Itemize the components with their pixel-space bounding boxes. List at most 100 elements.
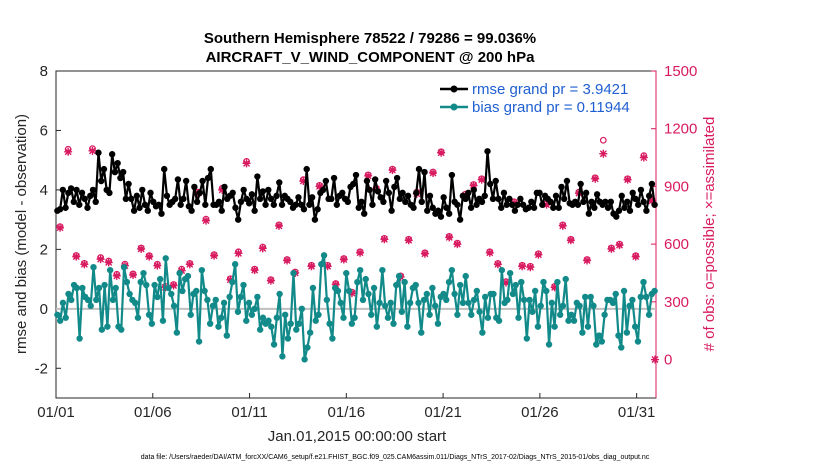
bias-point [540,278,547,286]
bias-point [459,299,467,307]
rmse-point [506,195,513,203]
bias-point [534,323,542,330]
rmse-point [161,165,168,173]
bias-point [59,299,67,307]
obs-assimilated-point [502,278,510,287]
bias-point [209,302,217,310]
bias-point [201,287,208,295]
bias-point [579,329,586,336]
rmse-point [582,189,590,197]
bias-point [162,255,169,262]
rmse-point [144,207,151,214]
bias-point [484,314,492,321]
rmse-point [59,186,67,194]
rmse-point [199,177,206,185]
rmse-point [191,183,198,191]
rmse-point [273,192,280,200]
bias-point [126,290,133,298]
data-file-footer: data file: /Users/raeder/DAI/ATM_forcXX/… [141,454,650,461]
bias-point [118,326,125,333]
bias-point [381,302,389,310]
bias-point [626,302,633,310]
obs-assimilated-point [380,235,389,244]
rmse-point [339,189,346,197]
rmse-point [270,201,278,208]
bias-point [406,299,414,307]
bias-point [423,290,431,298]
rmse-point [259,188,267,195]
right-axis: 0 300 600 900 1200 1500 [651,63,697,398]
bias-point [123,278,131,286]
bias-point [351,314,358,321]
bias-point [309,284,317,292]
obs-assimilated-point [356,248,365,257]
bias-point [398,308,406,315]
rmse-point [454,201,461,208]
bias-point [562,275,569,283]
rmse-point [489,195,497,203]
obs-assimilated-point [647,196,656,205]
obs-assimilated-point [639,153,648,162]
rmse-point [308,194,316,201]
bias-point [618,344,625,351]
bias-point [537,302,544,310]
bias-point [481,293,489,301]
obs-assimilated-point [72,252,81,261]
obs-assimilated-point [202,216,210,225]
rmse-point [588,198,595,205]
rmse-point [467,204,475,211]
bias-point [548,299,556,307]
chart-title-line-1: Southern Hemisphere 78522 / 79286 = 99.0… [204,30,536,47]
bias-point [601,311,608,318]
obs-assimilated-point [542,200,551,209]
rmse-point [229,189,236,197]
obs-assimilated-point [210,251,219,260]
legend: rmse grand pr = 3.9421 bias grand pr = 0… [434,78,644,122]
bias-point [156,275,164,283]
obs-assimilated-point [631,252,640,261]
rmse-point [424,207,431,214]
obs-assimilated-point [315,182,324,191]
rmse-point [193,198,201,205]
obs-assimilated-point [558,221,567,230]
rmse-point [470,186,478,194]
bias-point [170,302,178,310]
bias-point [470,296,478,304]
rmse-point [382,177,390,185]
bias-point [98,326,106,333]
bias-point [498,266,506,274]
bias-point [415,299,422,307]
rmse-point [163,192,171,200]
bias-point [318,261,325,268]
bias-point [362,275,369,283]
bias-point [301,356,308,363]
rmse-point [402,198,409,205]
bias-point [429,284,436,292]
obs-assimilated-point [242,159,251,168]
bias-point [443,296,450,304]
legend-bias-label: bias grand pr = 0.11944 [472,99,630,116]
rmse-point [95,149,102,156]
bias-point [334,287,342,295]
bias-point [256,326,264,333]
bias-point [134,314,142,321]
bias-point [140,269,147,277]
left-axis: -2 0 2 4 6 8 [35,63,61,377]
obs-assimilated-point [518,262,527,271]
bias-point [373,323,381,330]
rmse-point [182,177,190,185]
rmse-point [448,171,456,179]
bias-point [198,266,206,274]
rmse-point [111,168,119,176]
rmse-point [434,207,442,214]
obs-assimilated-point [437,148,446,157]
rmse-point [508,201,516,208]
bias-point [531,287,539,295]
rmse-point [500,189,508,197]
rmse-point [465,189,472,197]
rmse-point [56,206,64,213]
rmse-point [385,189,393,197]
rmse-point [410,204,417,211]
bias-point [251,305,258,313]
bias-point [268,323,275,330]
